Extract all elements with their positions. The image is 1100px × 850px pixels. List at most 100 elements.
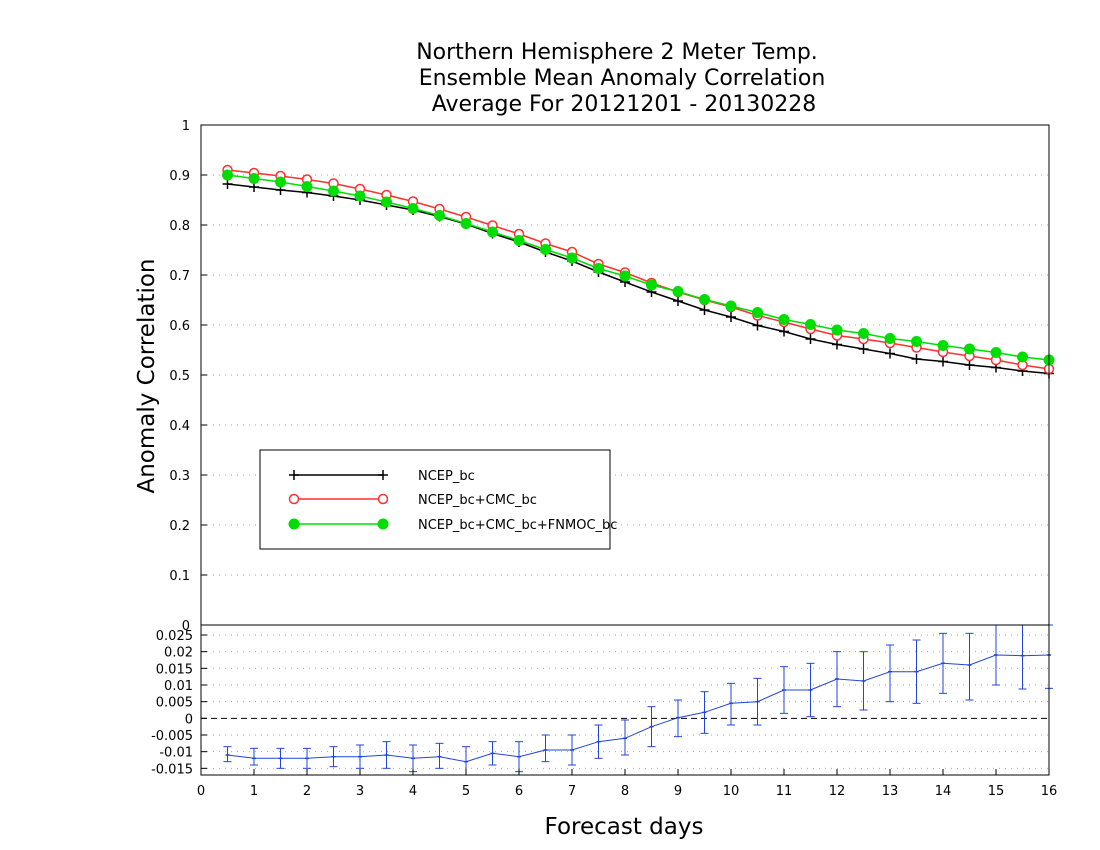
x-tick-label: 0 bbox=[197, 784, 205, 799]
bottom-y-tick-label: 0.02 bbox=[164, 646, 193, 661]
x-tick-label: 9 bbox=[674, 784, 682, 799]
series-3-point bbox=[884, 333, 896, 344]
series-3-point bbox=[328, 185, 339, 197]
top-y-tick-label: 0 bbox=[182, 619, 190, 634]
legend-entry-2: NCEP_bc+CMC_bc bbox=[288, 493, 537, 508]
top-y-tick-label: 0.1 bbox=[169, 569, 190, 584]
series-3-point bbox=[937, 340, 949, 351]
series-3-point bbox=[858, 328, 869, 339]
x-axis-title: Forecast days bbox=[545, 814, 704, 840]
series-3-point bbox=[381, 196, 392, 208]
x-axis: 0 1 2 3 4 5 6 7 8 9 10 11 12 13 14 15 16 bbox=[197, 769, 1057, 799]
series-1-point bbox=[911, 354, 922, 364]
legend-entry-2-marker bbox=[288, 493, 300, 505]
x-tick-label: 13 bbox=[882, 784, 899, 799]
series-1-point bbox=[938, 356, 948, 367]
x-tick-label: 10 bbox=[723, 784, 740, 799]
error-bar bbox=[886, 644, 894, 703]
top-y-tick-label: 0.2 bbox=[169, 519, 190, 534]
series-1-point bbox=[805, 334, 816, 344]
series-1-point bbox=[222, 179, 233, 189]
x-tick-label: 14 bbox=[935, 784, 952, 799]
bottom-panel-series bbox=[223, 624, 1053, 776]
series-2-line bbox=[227, 169, 1050, 370]
bottom-y-tick-label: 0.005 bbox=[156, 696, 193, 711]
series-1-point bbox=[699, 305, 710, 315]
top-y-tick-label: 0.4 bbox=[169, 419, 190, 434]
series-1-point bbox=[726, 312, 736, 322]
series-3-point bbox=[434, 210, 445, 221]
series-1-point bbox=[673, 296, 683, 306]
legend-entry-2-label: NCEP_bc+CMC_bc bbox=[418, 493, 537, 508]
series-3-point bbox=[805, 319, 816, 330]
x-tick-label: 3 bbox=[356, 784, 364, 799]
error-bar bbox=[435, 742, 444, 769]
series-1-point bbox=[964, 360, 975, 370]
bottom-y-tick-label: 0.025 bbox=[156, 629, 193, 644]
bottom-y-tick-label: -0.005 bbox=[151, 729, 193, 744]
x-tick-label: 6 bbox=[515, 784, 523, 799]
series-3-point bbox=[964, 343, 975, 355]
x-tick-label: 7 bbox=[568, 784, 576, 799]
series-3-line bbox=[227, 174, 1050, 361]
x-tick-label: 4 bbox=[409, 784, 417, 799]
difference-line bbox=[227, 654, 1050, 763]
legend-entry-2-marker bbox=[377, 493, 389, 505]
series-3-point bbox=[222, 169, 233, 181]
error-bar bbox=[250, 747, 258, 766]
legend-entry-1-marker bbox=[378, 470, 388, 480]
series-1-point bbox=[779, 326, 789, 337]
error-bar bbox=[1018, 624, 1027, 690]
series-3-point bbox=[725, 300, 737, 312]
error-bar bbox=[965, 632, 974, 701]
top-y-tick-label: 1 bbox=[182, 119, 190, 134]
x-tick-label: 5 bbox=[462, 784, 470, 799]
series-3-point bbox=[354, 190, 366, 202]
series-3-point bbox=[911, 336, 922, 347]
error-bar bbox=[223, 746, 232, 763]
legend-entry-3-marker bbox=[377, 518, 389, 530]
y-axis-title: Anomaly Correlation bbox=[134, 258, 160, 493]
bottom-y-tick-label: 0 bbox=[185, 712, 193, 727]
series-3-point bbox=[275, 176, 286, 188]
series-1-line bbox=[227, 183, 1050, 375]
top-y-tick-label: 0.3 bbox=[169, 469, 190, 484]
series-3-point bbox=[460, 218, 472, 229]
top-y-tick-label: 0.8 bbox=[169, 219, 190, 234]
x-tick-label: 11 bbox=[776, 784, 793, 799]
series-3-point bbox=[248, 173, 260, 184]
series-3-point bbox=[301, 181, 313, 192]
series-3-point bbox=[593, 263, 604, 274]
top-y-tick-label: 0.5 bbox=[169, 369, 190, 384]
series-1-point bbox=[752, 320, 763, 331]
series-3-point bbox=[407, 203, 419, 214]
bottom-y-tick-label: 0.015 bbox=[156, 662, 193, 677]
bottom-y-tick-label: -0.01 bbox=[159, 746, 193, 761]
chart-title: Northern Hemisphere 2 Meter Temp. Ensemb… bbox=[416, 40, 825, 117]
series-3-point bbox=[487, 226, 498, 238]
bottom-y-tick-label: -0.015 bbox=[151, 762, 193, 777]
top-y-tick-label: 0.9 bbox=[169, 169, 190, 184]
top-y-tick-label: 0.7 bbox=[169, 269, 190, 284]
series-3-point bbox=[778, 314, 790, 325]
error-bar bbox=[541, 734, 550, 763]
legend-entry-3: NCEP_bc+CMC_bc+FNMOC_bc bbox=[288, 518, 617, 533]
legend-entry-1-marker bbox=[289, 470, 299, 480]
series-3-point bbox=[699, 294, 710, 305]
series-3-point bbox=[1017, 351, 1028, 363]
chart-title-line-1: Northern Hemisphere 2 Meter Temp. bbox=[416, 40, 818, 65]
series-1-point bbox=[885, 348, 895, 359]
legend-entry-1-label: NCEP_bc bbox=[418, 469, 475, 484]
chart-title-line-3: Average For 20121201 - 20130228 bbox=[432, 92, 817, 117]
bottom-y-tick-label: 0.01 bbox=[164, 679, 193, 694]
series-3-point bbox=[619, 270, 631, 282]
top-panel-series bbox=[222, 164, 1055, 379]
series-3-point bbox=[990, 347, 1002, 358]
series-3-point bbox=[646, 279, 657, 291]
chart-title-line-2: Ensemble Mean Anomaly Correlation bbox=[419, 66, 826, 91]
series-1-point bbox=[832, 339, 842, 350]
top-y-axis: 0 0.1 0.2 0.3 0.4 0.5 0.6 0.7 0.8 0.9 1 bbox=[169, 119, 207, 634]
series-3-point bbox=[540, 244, 551, 255]
